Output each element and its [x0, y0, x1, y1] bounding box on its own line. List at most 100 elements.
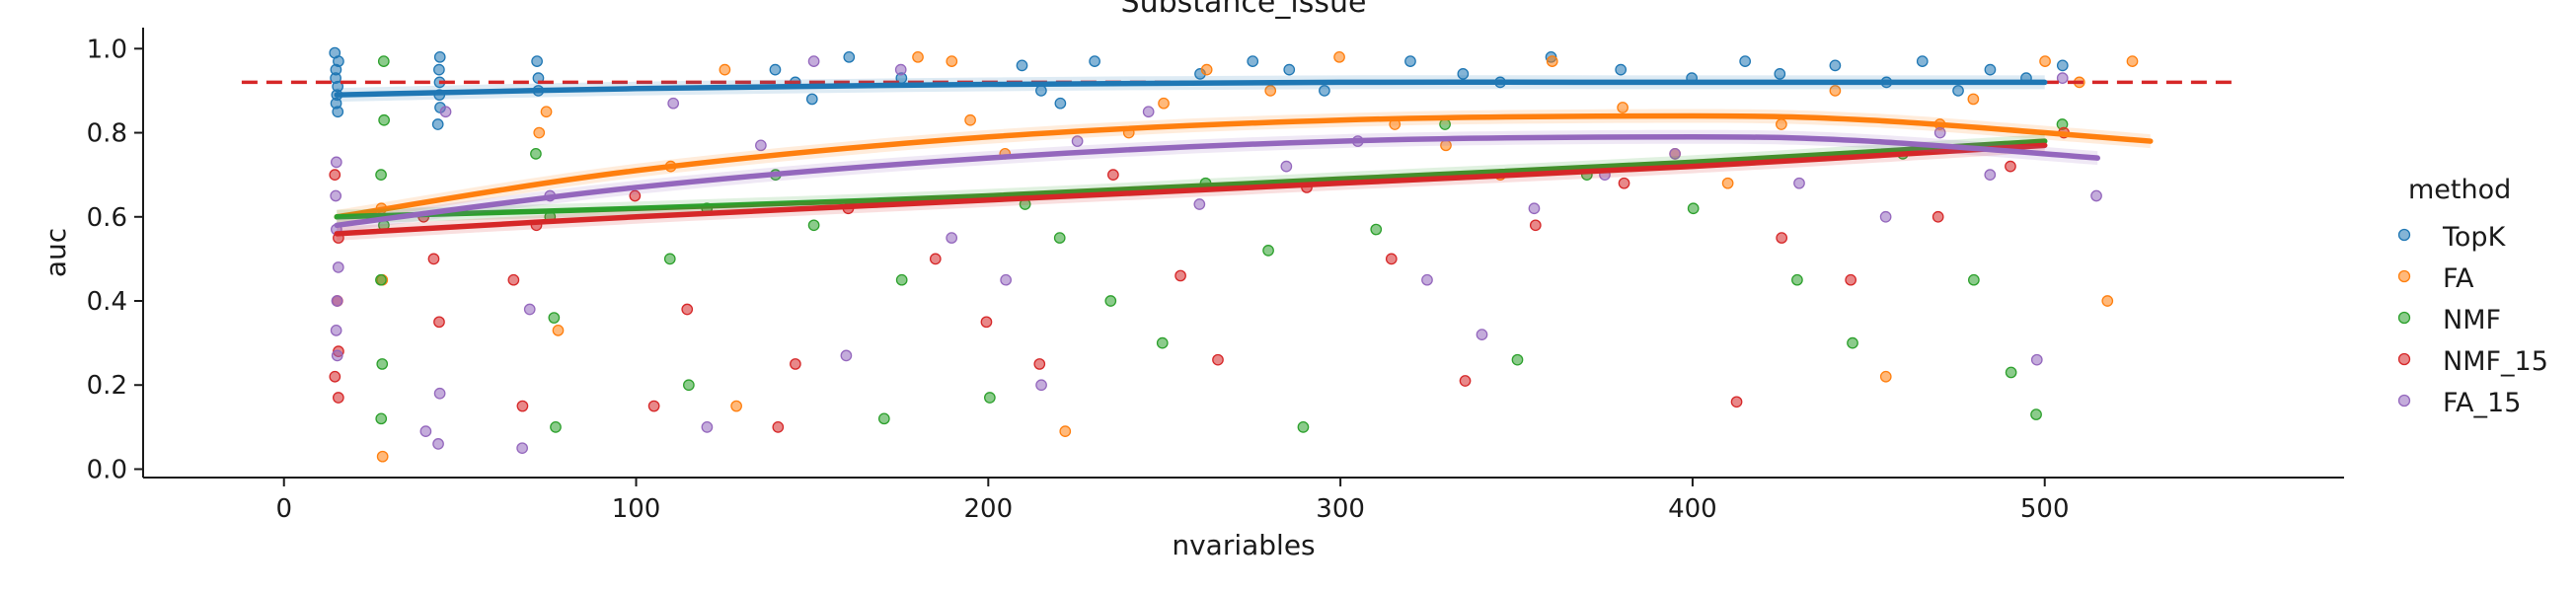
point-topk-28: [1283, 63, 1296, 76]
point-topk-8: [433, 50, 446, 63]
x-tick-label: 0: [275, 494, 292, 524]
point-nmf_15-13: [647, 400, 660, 412]
point-topk-41: [1952, 85, 1964, 97]
point-fa_15-5: [330, 324, 342, 336]
point-nmf_15-29: [1730, 396, 1743, 408]
point-topk-42: [1984, 63, 1997, 76]
y-tick-label: 1.0: [87, 35, 127, 64]
point-fa-4: [540, 106, 553, 118]
point-topk-27: [1247, 55, 1259, 67]
x-tick-label: 200: [963, 494, 1013, 524]
legend-marker-nmf_15: [2397, 352, 2411, 366]
point-fa_15-19: [894, 63, 907, 76]
point-fa_15-32: [1669, 148, 1681, 160]
point-fa_15-23: [1071, 135, 1084, 147]
point-fa_15-17: [807, 55, 820, 67]
point-fa_15-35: [1933, 126, 1946, 139]
legend-label-fa_15: FA_15: [2443, 388, 2521, 418]
point-nmf_15-21: [1107, 169, 1119, 182]
point-fa_15-30: [1528, 202, 1541, 215]
point-fa_15-36: [1984, 169, 1997, 182]
point-fa-3: [533, 126, 546, 139]
point-topk-7: [332, 106, 344, 118]
point-fa-23: [1617, 102, 1629, 113]
point-fa_15-21: [1000, 273, 1012, 286]
x-tick-label: 400: [1668, 494, 1717, 524]
point-nmf-2: [375, 169, 387, 182]
point-fa-25: [1721, 177, 1734, 189]
x-axis-title: nvariables: [1172, 529, 1315, 561]
chart-title: Substance_issue: [1121, 0, 1367, 20]
point-nmf_15-20: [1033, 358, 1046, 370]
point-nmf_15-23: [1212, 353, 1224, 366]
legend-label-nmf: NMF: [2443, 305, 2501, 335]
x-tick-label: 100: [612, 494, 661, 524]
point-nmf_15-33: [2005, 160, 2016, 173]
point-fa-5: [552, 324, 565, 336]
legend-label-topk: TopK: [2442, 222, 2507, 253]
point-fa_15-24: [1142, 106, 1155, 118]
trend-line-fa_15: [334, 134, 2100, 229]
point-fa_15-22: [1035, 379, 1047, 392]
point-nmf_15-8: [433, 316, 445, 329]
point-topk-22: [1016, 59, 1028, 72]
point-fa-30: [1967, 93, 1980, 106]
point-fa_15-25: [1193, 198, 1206, 210]
point-nmf_15-25: [1385, 253, 1398, 265]
point-fa-17: [1264, 85, 1277, 97]
point-nmf-6: [375, 412, 388, 425]
y-tick-label: 0.6: [87, 203, 127, 233]
point-topk-24: [1054, 97, 1067, 110]
point-fa_15-18: [840, 349, 853, 362]
point-topk-34: [1615, 63, 1628, 76]
trend-band-fa: [337, 109, 2151, 224]
legend-marker-fa: [2397, 269, 2411, 283]
point-fa_15-14: [667, 97, 680, 110]
point-nmf-25: [1297, 421, 1310, 433]
point-nmf_15-14: [681, 303, 694, 316]
point-nmf_15-32: [1932, 210, 1944, 223]
point-fa-8: [730, 400, 742, 412]
point-fa_15-4: [331, 295, 343, 307]
trend-line-fa: [334, 112, 2154, 220]
point-nmf-31: [1791, 273, 1803, 286]
y-tick-label: 0.4: [87, 287, 127, 317]
point-nmf_15-10: [516, 400, 529, 412]
point-nmf_15-28: [1618, 177, 1630, 189]
point-fa-0: [376, 450, 389, 463]
point-nmf-7: [530, 148, 542, 160]
point-nmf_15-26: [1459, 375, 1472, 387]
point-topk-25: [1089, 55, 1100, 67]
point-topk-14: [531, 55, 543, 67]
point-nmf_15-16: [790, 358, 801, 370]
point-nmf-1: [378, 113, 390, 126]
point-fa_15-6: [331, 349, 343, 362]
point-nmf-16: [877, 412, 890, 425]
point-fa_15-0: [330, 156, 342, 169]
point-nmf-4: [375, 273, 387, 286]
point-fa_15-12: [523, 303, 536, 316]
point-fa_15-10: [439, 106, 452, 118]
point-fa_15-11: [516, 442, 528, 455]
point-fa-34: [2126, 55, 2139, 67]
point-topk-36: [1739, 55, 1752, 67]
legend: method TopK FA NMF NMF_15 FA_15: [2397, 175, 2548, 418]
legend-marker-fa_15: [2397, 394, 2411, 407]
point-fa_15-33: [1793, 177, 1805, 189]
point-topk-20: [843, 50, 856, 63]
point-fa-7: [719, 63, 731, 76]
y-tick-label: 0.2: [87, 371, 127, 401]
point-topk-29: [1319, 85, 1330, 97]
point-nmf_15-30: [1776, 232, 1788, 244]
point-fa_15-37: [2030, 353, 2043, 366]
point-nmf-5: [376, 358, 389, 370]
point-topk-30: [1404, 55, 1416, 67]
point-nmf-12: [683, 379, 695, 392]
point-fa-11: [964, 113, 976, 126]
point-fa_15-34: [1879, 210, 1892, 223]
legend-marker-nmf: [2397, 311, 2411, 325]
point-fa-18: [1333, 50, 1345, 63]
point-nmf_15-0: [329, 169, 341, 182]
point-fa_15-15: [701, 421, 714, 433]
point-nmf_15-7: [427, 253, 440, 265]
